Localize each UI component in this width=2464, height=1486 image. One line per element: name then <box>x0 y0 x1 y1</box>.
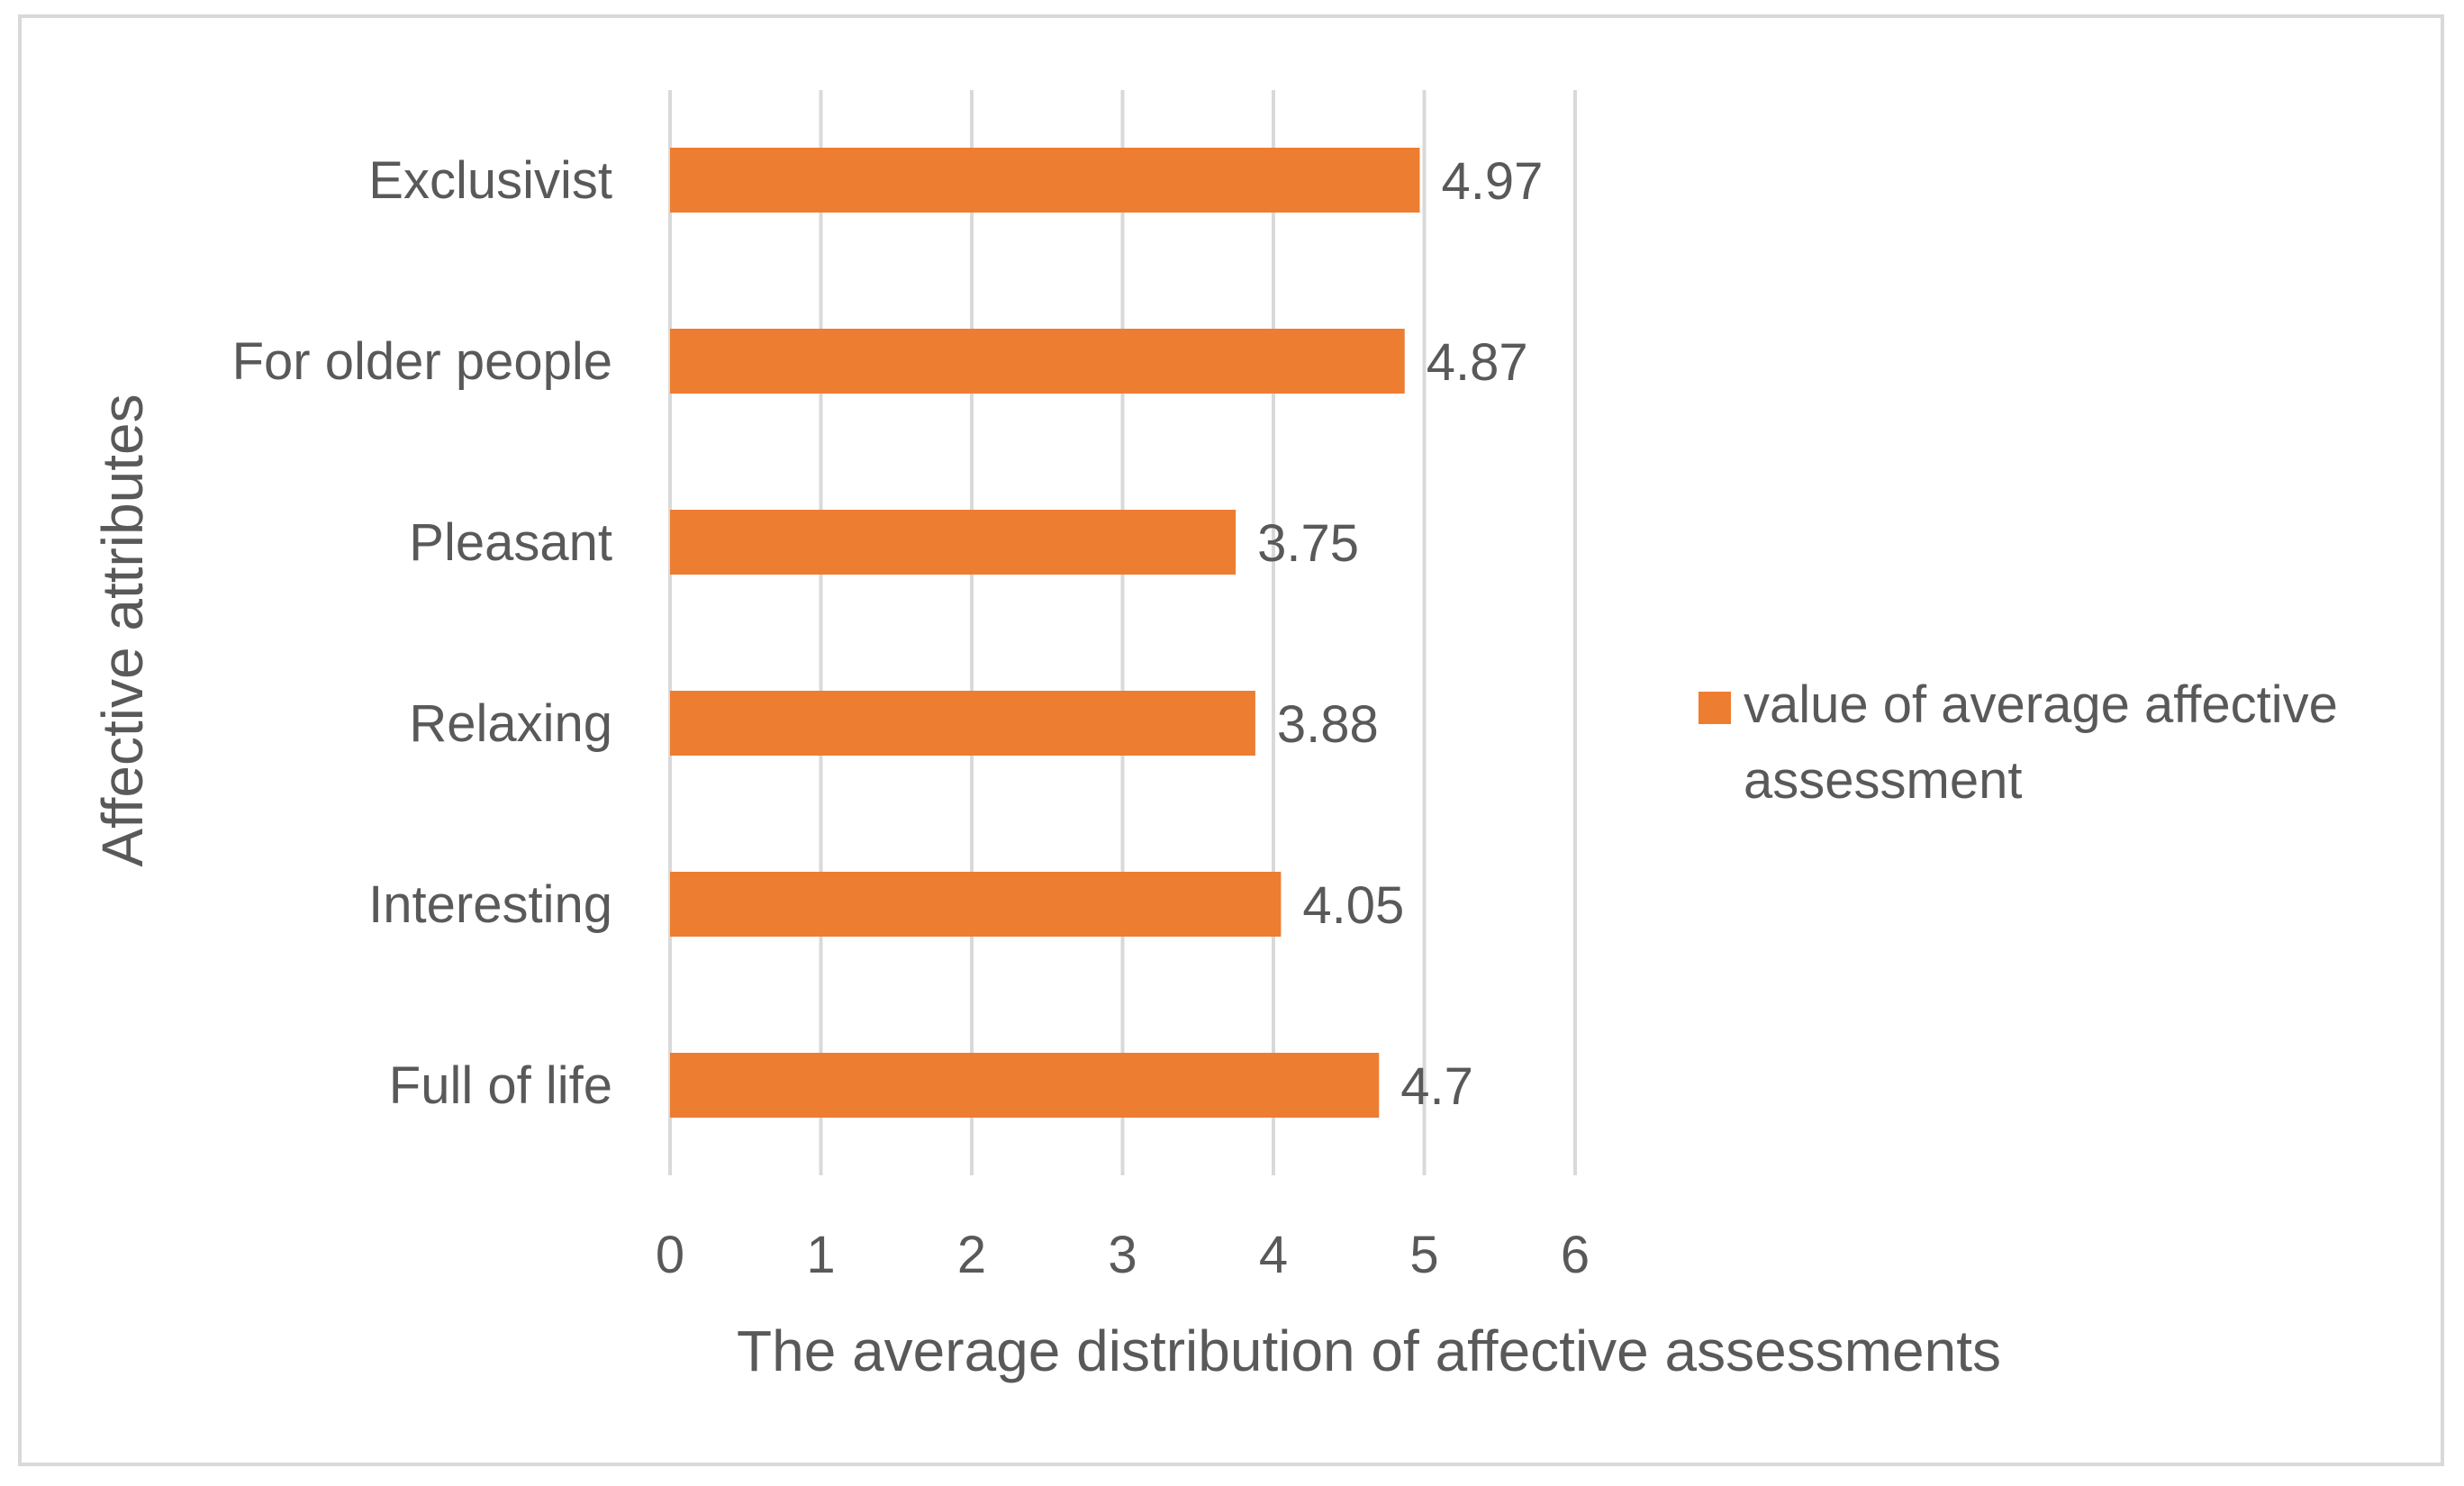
x-tick-label: 0 <box>656 1226 684 1284</box>
legend-swatch <box>1699 692 1731 724</box>
data-labels: 4.97 4.87 3.75 3.88 4.05 4.7 <box>1257 152 1543 1116</box>
data-label: 4.97 <box>1441 152 1543 211</box>
x-tick-label: 4 <box>1259 1226 1288 1284</box>
x-tick-labels: 0 1 2 3 4 5 6 <box>656 1226 1590 1284</box>
category-labels: Exclusivist For older people Pleasant Relax… <box>232 151 612 1115</box>
category-label: Exclusivist <box>368 151 612 210</box>
data-label: 3.75 <box>1257 514 1359 573</box>
x-tick-label: 3 <box>1108 1226 1137 1284</box>
bar-full-of-life <box>670 1053 1380 1118</box>
data-label: 4.05 <box>1302 876 1404 935</box>
x-tick-label: 2 <box>957 1226 986 1284</box>
x-tick-label: 5 <box>1409 1226 1438 1284</box>
legend: value of average affective assessment <box>1699 675 2338 810</box>
bar-pleasant <box>670 510 1237 575</box>
bar-relaxing <box>670 691 1255 756</box>
data-label: 4.87 <box>1427 333 1528 392</box>
x-axis-title: The average distribution of affective as… <box>737 1318 2001 1383</box>
legend-label-line-1: value of average affective <box>1744 675 2338 734</box>
category-label: Full of life <box>389 1056 612 1115</box>
bar-exclusivist <box>670 148 1420 213</box>
category-label: For older people <box>232 332 612 391</box>
category-label: Interesting <box>368 875 612 934</box>
data-label: 4.7 <box>1400 1057 1473 1116</box>
x-tick-label: 6 <box>1561 1226 1590 1284</box>
category-label: Pleasant <box>409 513 612 572</box>
category-label: Relaxing <box>409 694 612 753</box>
bars <box>670 148 1420 1118</box>
gridlines <box>668 90 1577 1175</box>
y-axis-title: Affective attributes <box>90 394 155 866</box>
legend-label-line-2: assessment <box>1744 751 2022 810</box>
bar-for-older-people <box>670 329 1405 394</box>
data-label: 3.88 <box>1277 695 1379 754</box>
bar-interesting <box>670 872 1282 937</box>
x-tick-label: 1 <box>806 1226 835 1284</box>
